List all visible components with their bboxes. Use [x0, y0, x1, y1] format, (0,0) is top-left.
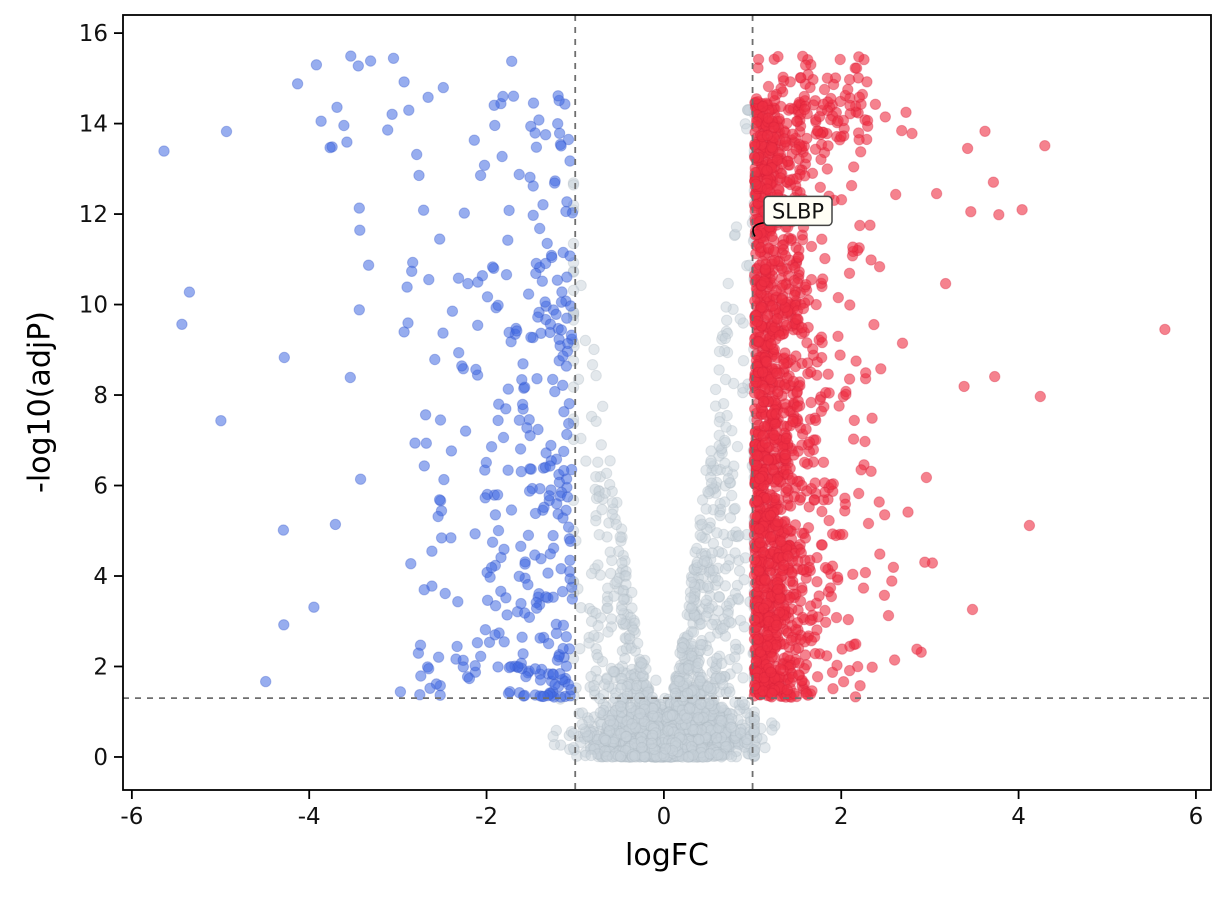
y-tick-label: 10	[79, 293, 108, 319]
y-tick-label: 2	[93, 654, 108, 680]
points-not-significant	[547, 104, 781, 763]
x-tick-label: 4	[1011, 804, 1026, 830]
tick-labels: -6 -4 -2 0 2 4 6 0 2 4 6 8 10 12 14 16	[79, 21, 1204, 830]
y-axis-label: -log10(adjP)	[22, 311, 58, 493]
y-tick-label: 6	[93, 474, 108, 500]
x-tick-label: 0	[657, 804, 672, 830]
x-tick-label: -6	[120, 804, 143, 830]
annotation-text: SLBP	[772, 199, 824, 223]
y-tick-label: 12	[79, 202, 108, 228]
y-tick-label: 0	[93, 745, 108, 771]
y-tick-label: 4	[93, 564, 108, 590]
y-tick-label: 8	[93, 383, 108, 409]
points-up-regulated	[748, 50, 1171, 703]
axis-ticks	[114, 32, 1197, 799]
annotation-box	[763, 195, 833, 227]
y-tick-label: 14	[79, 112, 108, 138]
points-down-regulated	[158, 50, 579, 703]
threshold-lines	[123, 15, 1211, 790]
x-tick-label: 6	[1189, 804, 1204, 830]
x-tick-label: 2	[834, 804, 849, 830]
y-tick-label: 16	[79, 21, 108, 47]
x-axis-label: logFC	[625, 838, 709, 873]
x-tick-label: -2	[475, 804, 498, 830]
gene-annotation: SLBP	[752, 195, 833, 237]
x-tick-label: -4	[298, 804, 321, 830]
plot-box	[122, 14, 1212, 791]
